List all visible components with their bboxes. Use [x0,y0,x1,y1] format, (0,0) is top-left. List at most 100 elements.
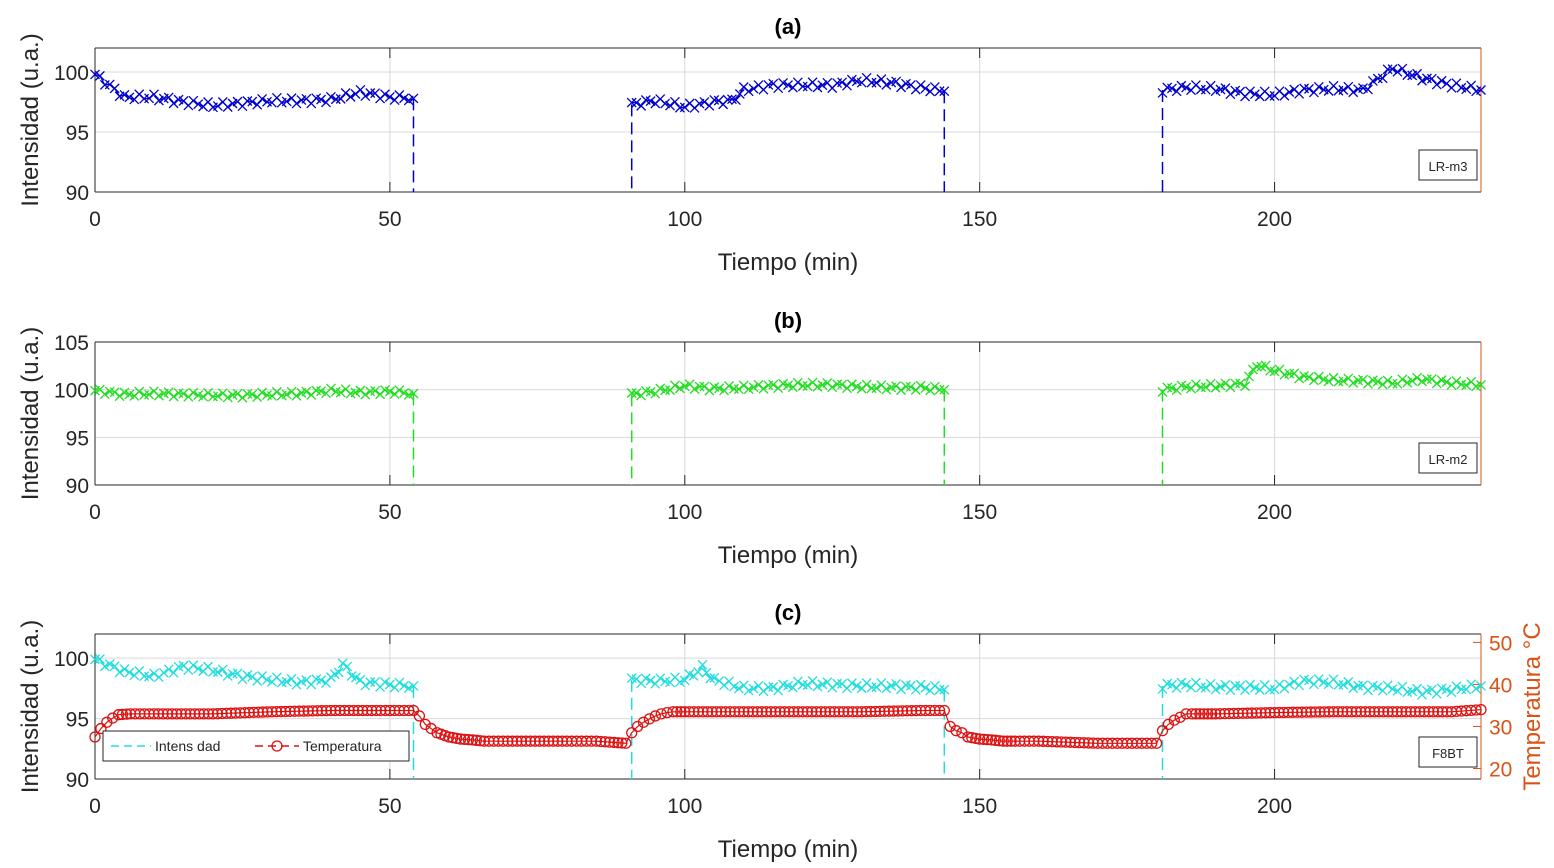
x-tick-label: 200 [1257,501,1292,524]
data-point [153,390,164,401]
data-point [291,98,302,109]
data-point [360,389,371,400]
data-point [1314,706,1326,718]
data-point [851,680,862,691]
data-point [1232,707,1244,720]
data-point [842,80,852,91]
data-point [1333,679,1344,690]
data-point [760,706,773,718]
data-point [626,727,638,739]
data-point [1279,90,1290,101]
data-point [161,708,174,720]
data-point [669,380,680,391]
data-point [655,673,666,684]
data-point [856,383,867,394]
data-point [1476,85,1486,95]
data-point [910,704,922,717]
data-point [370,704,382,717]
data-point [1260,360,1271,371]
data-point [1313,674,1324,685]
data-point [1418,706,1430,718]
data-point [342,661,353,672]
data-point [94,70,105,81]
data-point [455,733,467,745]
data-point [738,380,749,391]
data-point [608,736,620,749]
data-point [925,385,936,396]
data-point [511,735,523,747]
y2-tick-label: 20 [1489,758,1512,781]
data-point [1397,374,1408,385]
data-point [1471,683,1482,694]
data-point [1367,75,1378,86]
data-point [851,381,862,392]
data-point [1202,708,1214,720]
data-point [1368,706,1381,718]
data-point [1190,708,1202,720]
data-point [538,735,550,747]
data-point [692,706,705,718]
data-point [207,708,219,720]
y-tick-label: 95 [66,122,89,145]
data-point [705,673,716,684]
y-tick-label: 90 [66,769,89,792]
x-tick-label: 50 [378,795,401,818]
series-0 [90,63,1486,192]
data-point [302,705,314,717]
data-point [616,737,628,749]
data-point [981,733,994,746]
data-point [547,735,559,747]
data-point [257,387,268,398]
data-point [724,706,736,718]
data-point [788,706,800,718]
data-point [1412,683,1423,694]
chart-title: (b) [774,308,802,333]
data-point [1245,86,1255,97]
data-point [709,672,720,683]
data-point [871,383,882,394]
data-point [232,388,243,399]
data-point [384,91,395,102]
data-point [631,388,642,399]
data-point [325,704,337,717]
data-point [1186,708,1198,720]
data-point [950,725,962,737]
data-point [370,385,381,396]
data-point [837,706,850,718]
data-point [281,389,292,400]
data-point [1363,378,1373,389]
data-point [1215,380,1226,391]
y-tick-label: 105 [54,332,89,355]
y-tick-label: 90 [66,182,89,205]
data-point [1432,706,1444,718]
data-point [1304,372,1314,382]
data-point [178,388,189,399]
data-point [1446,380,1457,391]
data-point [934,384,945,395]
data-point [1225,382,1236,393]
data-point [1251,361,1262,372]
data-point [1336,706,1349,718]
data-point [1377,379,1388,390]
data-point [1162,718,1175,731]
data-point [366,704,378,717]
data-point [1005,735,1017,747]
data-point [733,384,744,395]
data-point [334,704,346,717]
data-point [802,381,813,391]
data-point [603,736,616,748]
data-point [645,675,656,686]
data-point [1426,73,1437,84]
data-point [1198,708,1210,720]
x-axis-label: Tiempo (min) [718,542,858,569]
data-point [1391,706,1403,718]
data-point [1387,64,1398,75]
data-point [1200,84,1211,95]
data-point [316,386,327,397]
data-point [497,735,509,747]
data-point [1309,706,1322,718]
data-point [109,387,120,398]
data-point [1200,382,1211,393]
data-point [631,97,642,108]
y-tick-label: 100 [54,62,89,85]
